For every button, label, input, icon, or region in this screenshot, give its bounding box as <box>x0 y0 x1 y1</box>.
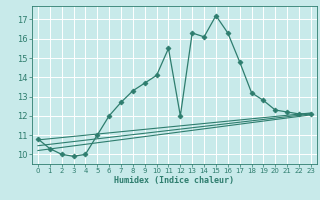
X-axis label: Humidex (Indice chaleur): Humidex (Indice chaleur) <box>115 176 234 185</box>
